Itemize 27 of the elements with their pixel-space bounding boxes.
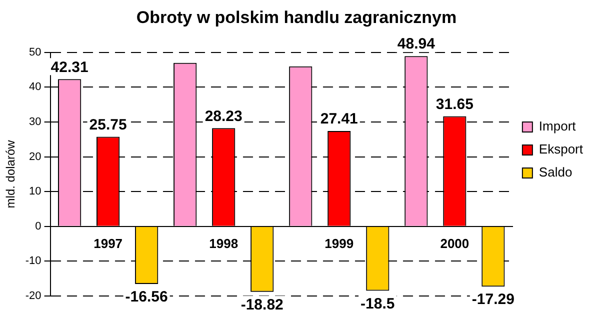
legend-label: Saldo (538, 164, 572, 180)
data-label: 31.65 (436, 96, 474, 113)
data-label: -18.82 (240, 296, 284, 314)
data-label: -18.5 (360, 295, 395, 312)
x-tick-label: 1997 (94, 236, 123, 251)
data-label: -16.56 (125, 288, 168, 306)
y-tick-label: 0 (35, 220, 42, 232)
y-tick-label: 30 (29, 116, 42, 128)
x-tick-label: 1999 (324, 236, 354, 251)
y-tick-label: -20 (25, 290, 42, 302)
data-label: 42.31 (50, 58, 88, 76)
data-label: 25.75 (89, 116, 127, 134)
y-tick-label: 40 (29, 81, 42, 94)
chart-title: Obroty w polskim handlu zagranicznym (136, 8, 457, 27)
data-label: -17.29 (472, 291, 514, 308)
y-tick-label: -10 (25, 255, 42, 268)
x-tick-label: 1998 (209, 236, 238, 251)
y-tick-label: 20 (29, 150, 42, 163)
y-axis-title: mld. dolarów (4, 140, 18, 208)
x-tick-label: 2000 (440, 236, 470, 251)
y-tick-label: 50 (29, 46, 42, 58)
legend-label: Eksport (538, 142, 584, 157)
y-tick-label: 10 (29, 186, 42, 198)
data-label: 28.23 (204, 108, 242, 125)
data-label: 27.41 (320, 110, 358, 128)
data-label: 48.94 (397, 36, 436, 53)
legend-label: Import (538, 118, 576, 134)
